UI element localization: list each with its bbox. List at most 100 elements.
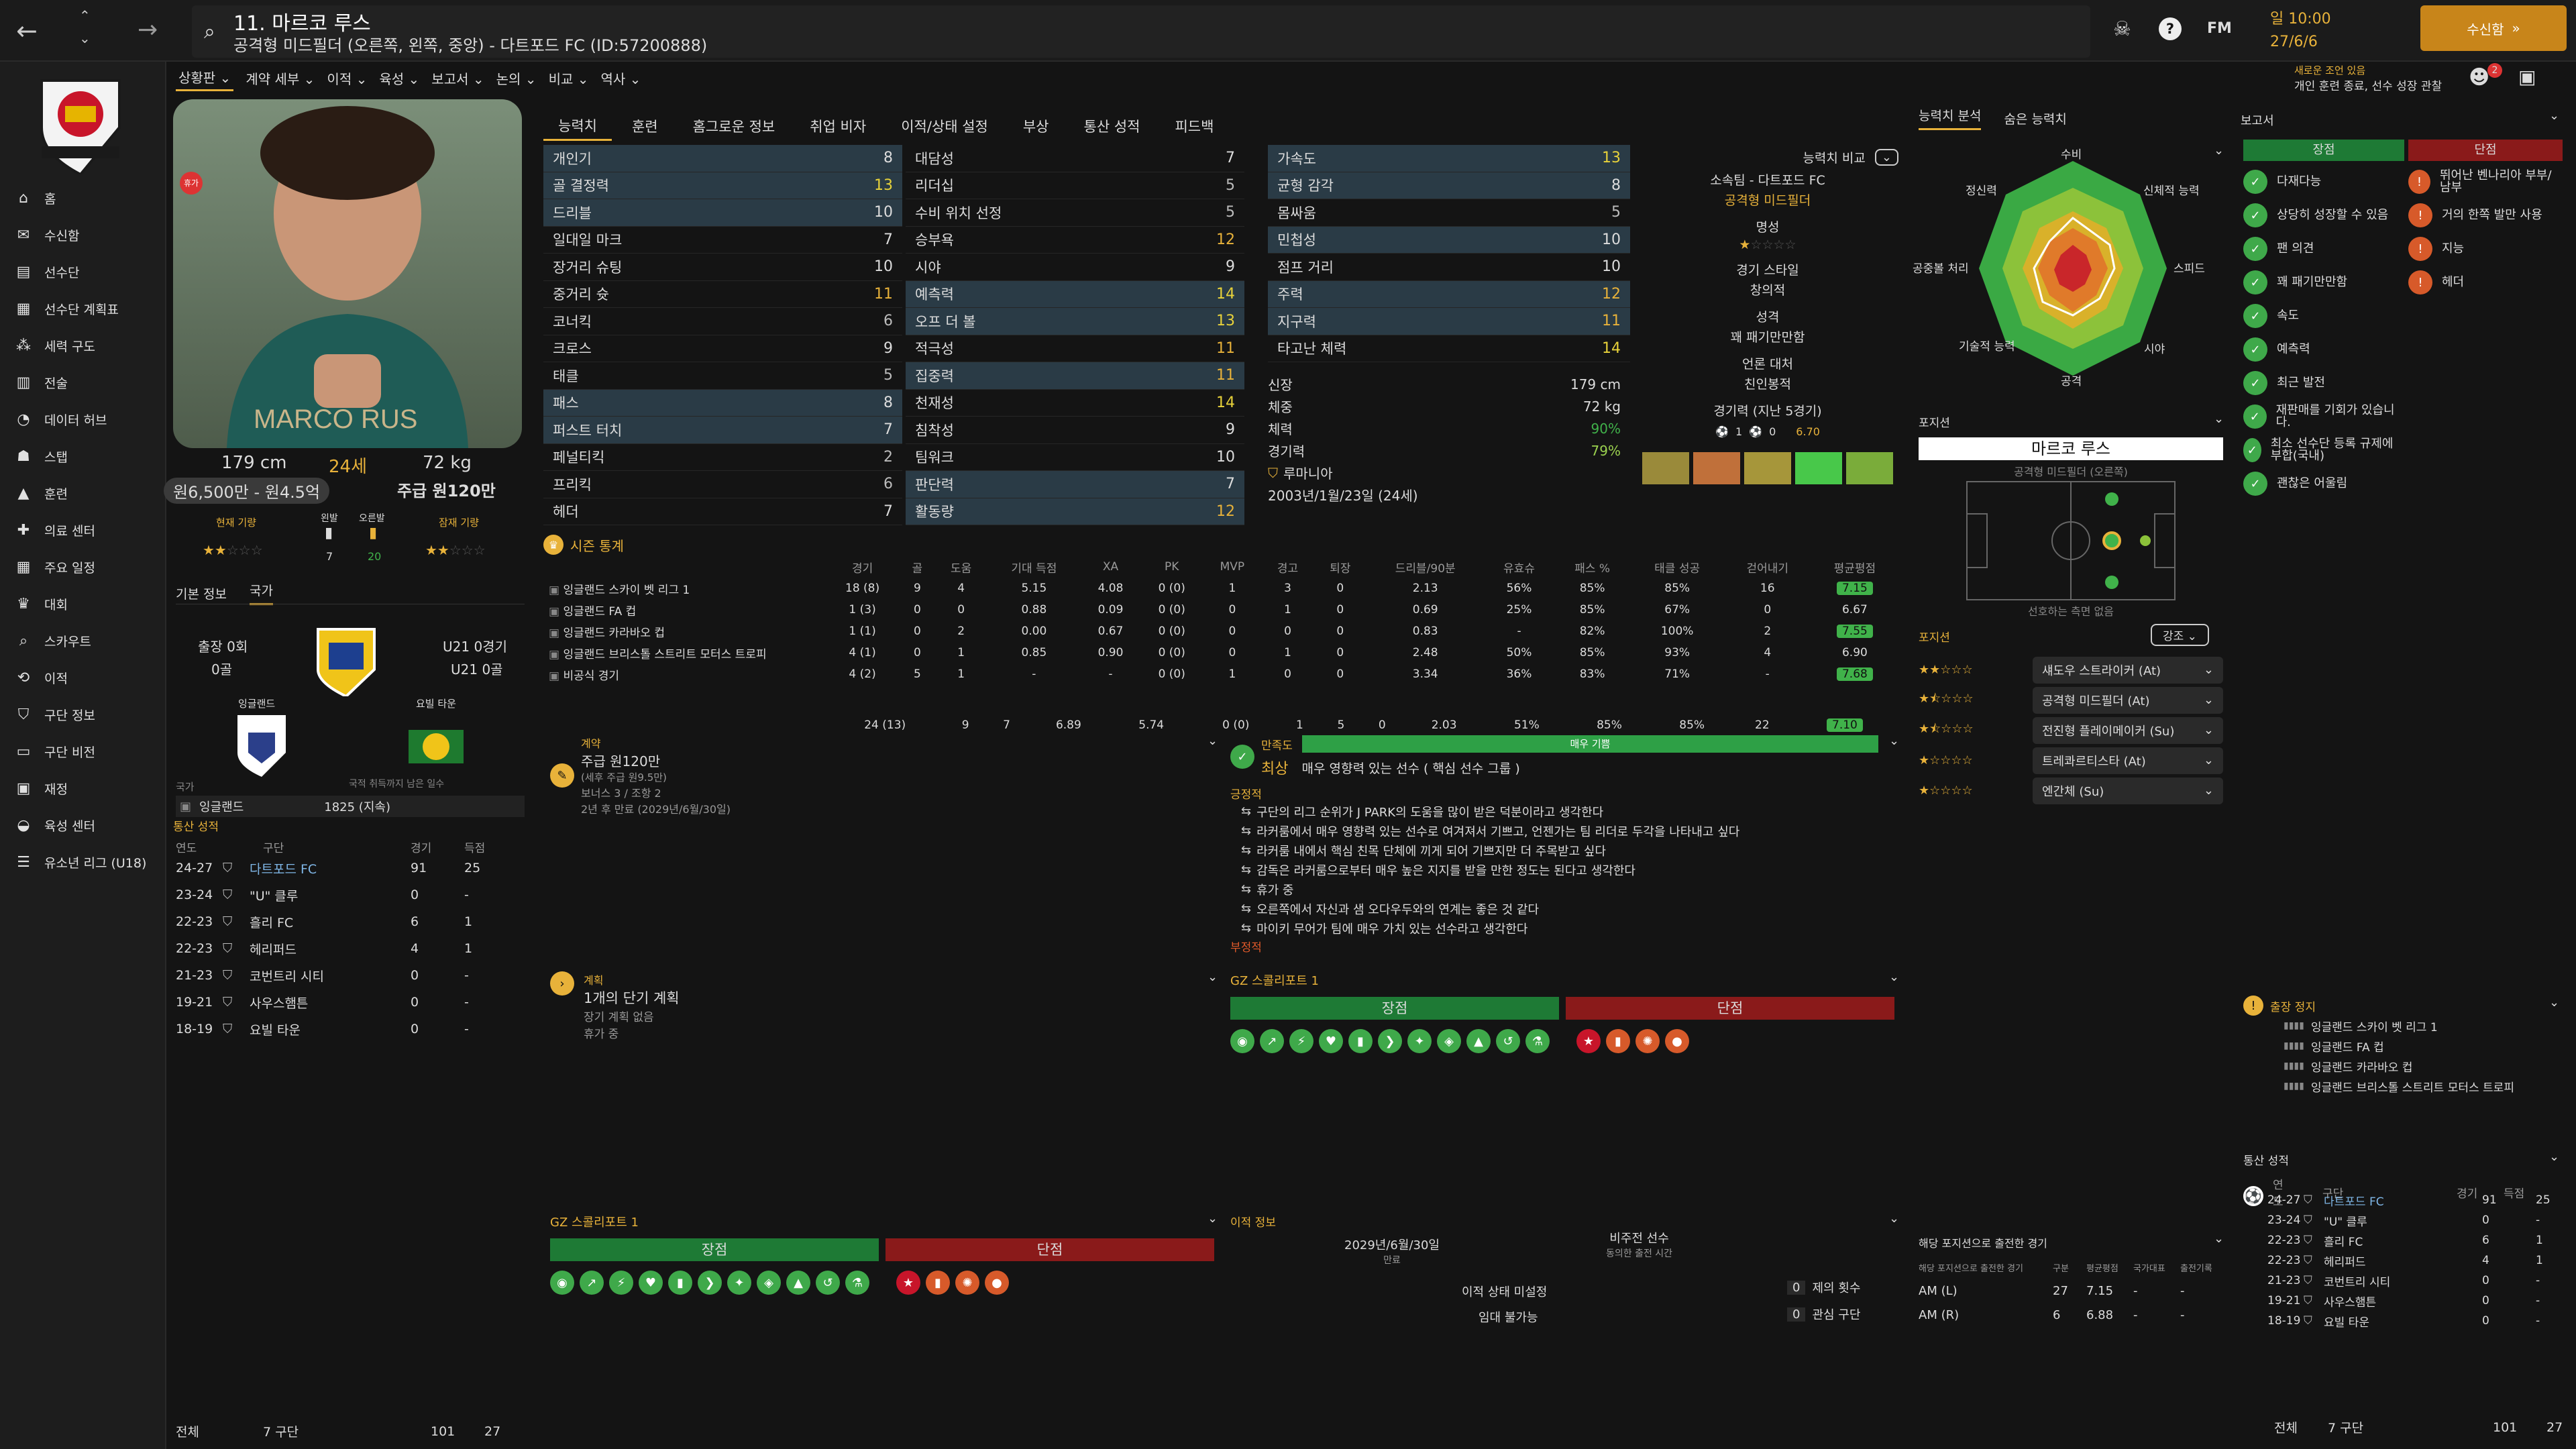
- sidebar-item-dev-centre[interactable]: ◒ 육성 센터: [0, 807, 166, 844]
- progress-icon[interactable]: ▲: [786, 1271, 810, 1295]
- help-icon[interactable]: ?: [2159, 17, 2182, 40]
- season-row[interactable]: ▣ 비공식 경기 4 (2) 5 1 - - 0 (0) 1 0 0 3.34 36% 83% 71% - 7…: [543, 663, 1898, 685]
- tab-work-permit[interactable]: 취업 비자: [810, 119, 867, 135]
- sidebar-item-squad-plan[interactable]: ▦ 선수단 계획표: [0, 290, 166, 327]
- mental-attribute-row[interactable]: 승부욕 12: [906, 227, 1244, 254]
- sidebar-item-scouting[interactable]: ⌕ 스카우트: [0, 623, 166, 659]
- contract-title[interactable]: 계약: [581, 737, 601, 750]
- foot-icon[interactable]: ▮: [926, 1271, 950, 1295]
- analysis-expand-icon[interactable]: ⌄: [2214, 144, 2224, 158]
- versatile-icon[interactable]: ◉: [1230, 1029, 1254, 1053]
- fm-label[interactable]: FM: [2207, 20, 2232, 37]
- career-right-row[interactable]: 18-19 ⛉ 요빌 타운 0 -: [2267, 1311, 2563, 1331]
- fan-icon[interactable]: ♥: [1319, 1029, 1343, 1053]
- sidebar-item-club-info[interactable]: ⛉ 구단 정보: [0, 696, 166, 733]
- transfer-expand-icon[interactable]: ⌄: [1889, 1212, 1900, 1226]
- career-row[interactable]: 18-19 ⛉ 요빌 타운 0 -: [176, 1016, 525, 1042]
- club-crest-logo[interactable]: [28, 67, 133, 176]
- technical-attribute-row[interactable]: 장거리 슈팅 10: [543, 254, 902, 281]
- technical-attribute-row[interactable]: 중거리 슛 11: [543, 281, 902, 308]
- sidebar-item-staff[interactable]: ☗ 스탭: [0, 438, 166, 475]
- physical-attribute-row[interactable]: 균형 감각 8: [1268, 172, 1630, 199]
- position-expand-icon[interactable]: ⌄: [2214, 412, 2224, 426]
- pace-icon[interactable]: ❯: [1378, 1029, 1402, 1053]
- mental-attribute-row[interactable]: 수비 위치 선정 5: [906, 199, 1244, 227]
- tab-transfer-status[interactable]: 이적/상태 설정: [901, 119, 988, 135]
- technical-attribute-row[interactable]: 페널티킥 2: [543, 444, 902, 471]
- flask-icon[interactable]: ⚗: [845, 1271, 869, 1295]
- plans-title[interactable]: 계획: [584, 974, 604, 987]
- mental-attribute-row[interactable]: 리더십 5: [906, 172, 1244, 199]
- happiness-title[interactable]: 만족도: [1261, 739, 1293, 753]
- lightning-icon[interactable]: ⚡: [1289, 1029, 1313, 1053]
- lightning-icon[interactable]: ⚡: [609, 1271, 633, 1295]
- technical-attribute-row[interactable]: 프리킥 6: [543, 471, 902, 498]
- pace-icon[interactable]: ❯: [698, 1271, 722, 1295]
- career-row[interactable]: 22-23 ⛉ 헤리퍼드 4 1: [176, 935, 525, 962]
- tab-attribute-analysis[interactable]: 능력치 분석: [1919, 106, 1982, 130]
- technical-attribute-row[interactable]: 드리블 10: [543, 199, 902, 227]
- bulb-icon[interactable]: ✦: [1407, 1029, 1432, 1053]
- sidebar-item-medical[interactable]: ✚ 의료 센터: [0, 512, 166, 549]
- mental-attribute-row[interactable]: 팀워크 10: [906, 444, 1244, 471]
- tab-injuries[interactable]: 부상: [1022, 119, 1049, 135]
- career-row[interactable]: 19-21 ⛉ 사우스햄튼 0 -: [176, 989, 525, 1016]
- tab-career-stats[interactable]: 통산 성적: [1083, 119, 1140, 135]
- sidebar-item-home[interactable]: ⌂ 홈: [0, 180, 166, 217]
- mental-attribute-row[interactable]: 침착성 9: [906, 417, 1244, 444]
- tab-training[interactable]: 훈련: [631, 119, 658, 135]
- menu-contract[interactable]: 계약 세부 ⌄: [246, 70, 315, 87]
- sidebar-item-dynamics[interactable]: ⁂ 세력 구도: [0, 327, 166, 364]
- forward-arrow-icon[interactable]: →: [138, 16, 158, 44]
- physical-attribute-row[interactable]: 타고난 체력 14: [1268, 335, 1630, 362]
- season-title[interactable]: 시즌 통계: [570, 537, 624, 554]
- menu-discuss[interactable]: 논의 ⌄: [496, 70, 537, 87]
- season-row[interactable]: ▣ 잉글랜드 FA 컵 1 (3) 0 0 0.88 0.09 0 (0) 0 1 0 0.69 25…: [543, 599, 1898, 621]
- compare-dropdown[interactable]: ⌄: [1874, 148, 1898, 166]
- boot-icon[interactable]: ▮: [1348, 1029, 1373, 1053]
- sidebar-item-inbox[interactable]: ✉ 수신함: [0, 217, 166, 254]
- role-row[interactable]: ★☆☆☆☆ 엔간체 (Su) ⌄: [1919, 775, 2223, 806]
- sidebar-item-squad[interactable]: ▤ 선수단: [0, 254, 166, 290]
- technical-attribute-row[interactable]: 개인기 8: [543, 145, 902, 172]
- mental-attribute-row[interactable]: 적극성 11: [906, 335, 1244, 362]
- sidebar-item-club-vision[interactable]: ▭ 구단 비전: [0, 733, 166, 770]
- career-right-row[interactable]: 24-27 ⛉ 다트포드 FC 91 25: [2267, 1190, 2563, 1210]
- menu-history[interactable]: 역사 ⌄: [600, 70, 641, 87]
- role-row[interactable]: ★★☆☆☆ 섀도우 스트라이커 (At) ⌄: [1919, 655, 2223, 685]
- tab-homegrown[interactable]: 홈그로운 정보: [692, 119, 775, 135]
- brain-icon[interactable]: ✺: [955, 1271, 979, 1295]
- role-dropdown[interactable]: 공격형 미드필더 (At) ⌄: [2033, 686, 2223, 714]
- versatile-icon[interactable]: ◉: [550, 1271, 574, 1295]
- brain-icon[interactable]: ✺: [1635, 1029, 1660, 1053]
- contract-expand-icon[interactable]: ⌄: [1208, 734, 1218, 748]
- mental-attribute-row[interactable]: 예측력 14: [906, 280, 1244, 308]
- menu-compare[interactable]: 비교 ⌄: [548, 70, 589, 87]
- bulb-icon[interactable]: ✦: [727, 1271, 751, 1295]
- technical-attribute-row[interactable]: 퍼스트 터치 7: [543, 417, 902, 444]
- notice-text[interactable]: 개인 훈련 종료, 선수 성장 관찰: [2294, 80, 2443, 93]
- sidebar-item-finances[interactable]: ▣ 재정: [0, 770, 166, 807]
- mental-attribute-row[interactable]: 판단력 7: [906, 471, 1244, 498]
- anticipation-icon[interactable]: ◈: [1437, 1029, 1461, 1053]
- sidebar-item-data-hub[interactable]: ◔ 데이터 허브: [0, 401, 166, 438]
- resale-icon[interactable]: ↺: [1496, 1029, 1520, 1053]
- report-expand-icon[interactable]: ⌄: [2549, 109, 2560, 123]
- role-row[interactable]: ★⯪☆☆☆ 공격형 미드필더 (At) ⌄: [1919, 685, 2223, 715]
- career-row[interactable]: 21-23 ⛉ 코번트리 시티 0 -: [176, 962, 525, 989]
- skull-icon[interactable]: ☠: [2113, 17, 2131, 41]
- avatar-icon[interactable]: ☻: [2469, 66, 2490, 89]
- technical-attribute-row[interactable]: 골 결정력 13: [543, 172, 902, 199]
- played-pos-expand-icon[interactable]: ⌄: [2214, 1232, 2224, 1246]
- chevron-down-icon[interactable]: ⌄: [79, 30, 91, 46]
- technical-attribute-row[interactable]: 태클 5: [543, 362, 902, 390]
- tab-basic-info[interactable]: 기본 정보: [176, 586, 227, 602]
- scout-bottom-expand-icon[interactable]: ⌄: [1208, 1212, 1218, 1226]
- role-row[interactable]: ★☆☆☆☆ 트레콰르티스타 (At) ⌄: [1919, 745, 2223, 775]
- suspension-title[interactable]: 출장 정지: [2270, 1000, 2316, 1014]
- menu-reports[interactable]: 보고서 ⌄: [431, 70, 484, 87]
- role-row[interactable]: ★⯪☆☆☆ 전진형 플레이메이커 (Su) ⌄: [1919, 715, 2223, 745]
- role-dropdown[interactable]: 트레콰르티스타 (At) ⌄: [2033, 747, 2223, 774]
- menu-transfer[interactable]: 이적 ⌄: [327, 70, 368, 87]
- career-right-row[interactable]: 22-23 ⛉ 흘리 FC 6 1: [2267, 1230, 2563, 1250]
